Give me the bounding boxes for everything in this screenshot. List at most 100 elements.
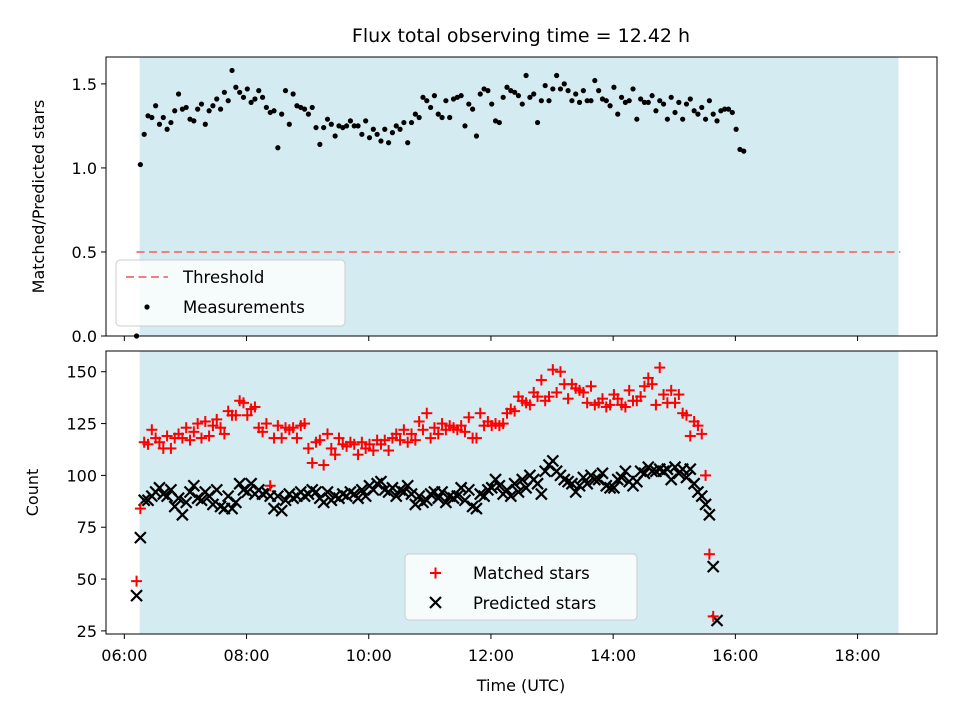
measurement-point [321, 124, 327, 131]
measurement-point [584, 98, 590, 104]
measurement-point [596, 88, 602, 94]
measurement-point [706, 98, 712, 104]
ratio-y-axis-label: Matched/Predicted stars [29, 100, 48, 294]
measurement-point [412, 111, 418, 117]
matched-star-point [669, 397, 681, 409]
predicted-star-point [645, 464, 659, 478]
measurement-point [702, 116, 709, 122]
legend-matched-label: Matched stars [473, 564, 590, 583]
measurement-point [405, 140, 411, 146]
matched-star-point [619, 401, 631, 413]
measurement-point [309, 104, 315, 111]
predicted-star-point [546, 454, 560, 468]
matched-star-point [348, 438, 360, 450]
matched-star-point [604, 399, 616, 411]
measurement-point [172, 108, 178, 114]
measurement-point [363, 118, 369, 124]
matched-star-point [176, 432, 188, 444]
matched-star-point [402, 436, 414, 448]
matched-star-point [333, 432, 345, 444]
measurement-point [389, 130, 396, 136]
matched-star-point [696, 428, 708, 440]
measurement-point [542, 82, 548, 89]
predicted-star-point [515, 473, 529, 486]
measurement-point [168, 119, 174, 126]
measurement-point [699, 104, 705, 111]
ratio-measurements [133, 67, 747, 339]
matched-star-point [165, 442, 177, 454]
predicted-star-point [351, 491, 365, 505]
matched-star-point [646, 378, 658, 390]
measurement-point [729, 109, 735, 116]
measurement-point [275, 145, 281, 151]
matched-star-point [692, 420, 704, 432]
measurement-point [725, 106, 732, 112]
predicted-star-point [706, 560, 720, 573]
measurement-point [271, 108, 277, 114]
measurement-point [641, 99, 648, 105]
matched-star-point [562, 393, 574, 405]
matched-star-point [543, 391, 555, 403]
matched-star-point [314, 434, 326, 446]
x-tick-label: 12:00 [468, 646, 514, 665]
measurement-point [386, 140, 392, 146]
y-tick-label: 150 [66, 363, 97, 382]
measurement-point [485, 88, 491, 94]
matched-star-point [325, 442, 337, 454]
predicted-star-point [389, 489, 403, 503]
matched-star-point [195, 432, 207, 444]
matched-star-point [635, 391, 647, 403]
measurement-point [393, 123, 399, 129]
matched-star-point [497, 418, 509, 430]
measurement-point [229, 67, 235, 74]
matched-star-point [581, 397, 593, 409]
legend-predicted-symbol [429, 596, 442, 609]
measurement-point [630, 86, 636, 92]
predicted-star-point [374, 475, 388, 488]
predicted-star-point [229, 496, 243, 509]
measurement-point [351, 123, 357, 129]
measurement-point [672, 109, 678, 116]
predicted-star-point [172, 491, 185, 505]
predicted-star-point [386, 481, 399, 495]
measurement-point [512, 89, 518, 95]
measurement-point [580, 88, 586, 94]
measurement-point [565, 88, 571, 94]
predicted-star-point [661, 462, 674, 476]
measurement-point [607, 103, 613, 109]
predicted-star-point [638, 467, 651, 480]
matched-star-point [680, 409, 692, 421]
predicted-star-point [267, 502, 281, 515]
measurement-point [401, 119, 407, 126]
predicted-star-point [695, 489, 709, 503]
measurement-point [153, 103, 159, 109]
measurement-point [217, 106, 224, 112]
predicted-star-point [439, 496, 453, 509]
measurement-point [458, 93, 464, 99]
count-y-ticks: 25 50 75 100 125 150 [66, 363, 106, 641]
matched-star-point [428, 422, 440, 434]
measurement-point [374, 131, 380, 137]
measurement-point [443, 98, 449, 104]
y-tick-label: 0.0 [72, 327, 97, 346]
predicted-star-point [130, 589, 143, 602]
measurement-point [676, 99, 682, 105]
predicted-star-point [531, 477, 544, 490]
measurement-point [473, 133, 480, 139]
matched-star-point [432, 428, 444, 440]
predicted-star-point [462, 483, 476, 497]
measurement-point [660, 101, 667, 107]
predicted-star-point [577, 471, 590, 484]
matched-star-point [623, 384, 635, 396]
measurement-point [240, 94, 247, 100]
ratio-y-ticks: 0.0 0.5 1.0 1.5 [72, 75, 106, 346]
matched-star-point [585, 380, 597, 392]
measurement-point [576, 99, 583, 105]
matched-star-point [199, 415, 211, 427]
predicted-star-point [206, 498, 220, 511]
measurement-point [447, 114, 453, 121]
x-tick-label: 08:00 [223, 646, 269, 665]
measurement-point [615, 111, 621, 117]
measurement-point [259, 94, 266, 100]
predicted-star-point [493, 479, 506, 493]
